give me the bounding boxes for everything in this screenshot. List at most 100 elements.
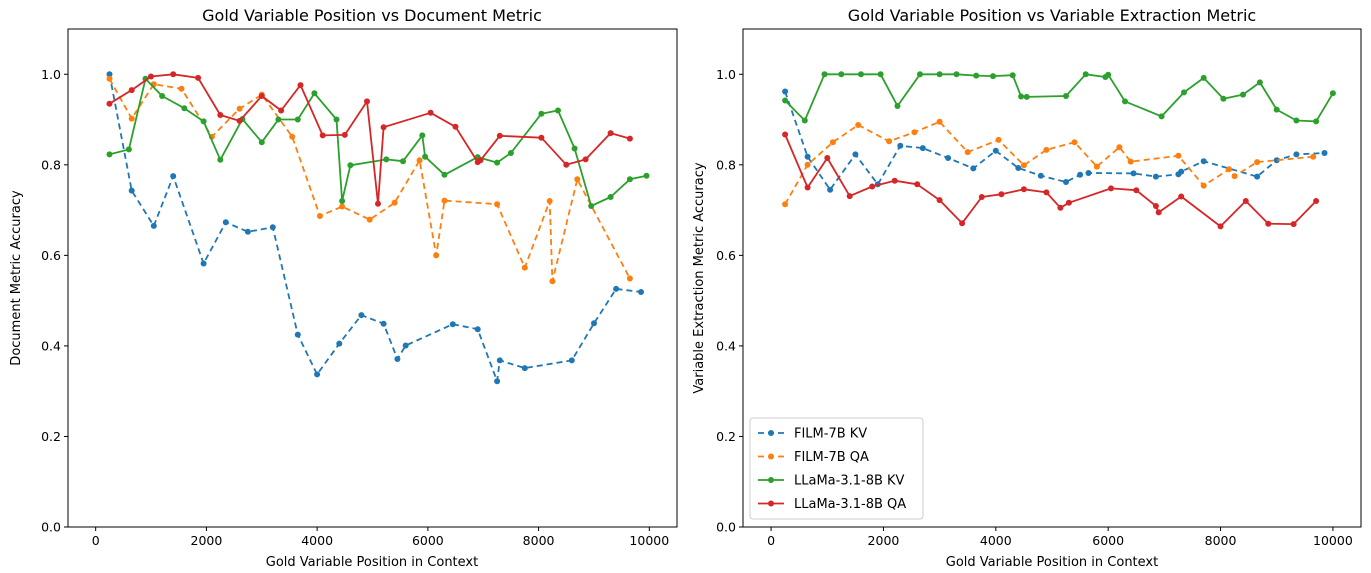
y-tick-label: 0.0 bbox=[716, 520, 736, 535]
data-point bbox=[521, 365, 528, 372]
data-point bbox=[217, 156, 224, 163]
data-point bbox=[289, 133, 296, 140]
data-point bbox=[195, 74, 202, 81]
data-point bbox=[106, 100, 113, 107]
x-tick-label: 10000 bbox=[1313, 533, 1353, 548]
data-point bbox=[1020, 162, 1027, 169]
data-point bbox=[416, 157, 423, 164]
data-point bbox=[588, 203, 595, 209]
data-point bbox=[1256, 79, 1263, 86]
data-point bbox=[891, 177, 898, 184]
data-point bbox=[1063, 179, 1069, 185]
data-point bbox=[804, 153, 811, 160]
y-tick-label: 0.0 bbox=[41, 520, 61, 535]
data-point bbox=[953, 71, 960, 78]
data-point bbox=[1152, 173, 1159, 180]
data-point bbox=[200, 260, 207, 267]
data-point bbox=[894, 103, 901, 109]
data-point bbox=[1020, 186, 1027, 193]
data-point bbox=[1105, 71, 1112, 78]
plot-area bbox=[782, 71, 1336, 230]
y-tick-label: 0.2 bbox=[716, 429, 736, 444]
data-point bbox=[427, 109, 434, 116]
data-point bbox=[1155, 209, 1162, 216]
data-point bbox=[419, 132, 426, 139]
data-point bbox=[936, 71, 943, 78]
data-point bbox=[607, 130, 614, 137]
data-point bbox=[568, 357, 575, 364]
x-tick-label: 8000 bbox=[523, 533, 555, 548]
legend-marker bbox=[768, 500, 774, 507]
x-axis-label: Gold Variable Position in Context bbox=[266, 555, 478, 570]
data-point bbox=[441, 171, 448, 178]
plot-area bbox=[106, 71, 650, 385]
data-point bbox=[128, 87, 135, 94]
data-point bbox=[1063, 93, 1069, 99]
data-point bbox=[992, 147, 999, 154]
x-tick-label: 0 bbox=[92, 533, 100, 548]
data-point bbox=[877, 71, 884, 78]
legend-label: FILM-7B QA bbox=[794, 450, 869, 465]
data-point bbox=[1254, 173, 1261, 180]
data-point bbox=[1240, 91, 1246, 98]
data-point bbox=[546, 198, 553, 204]
series-line-0 bbox=[784, 91, 1325, 191]
data-point bbox=[538, 110, 545, 117]
data-point bbox=[1018, 93, 1025, 100]
y-tick-label: 0.4 bbox=[41, 338, 61, 353]
data-point bbox=[855, 122, 862, 128]
data-point bbox=[400, 158, 406, 165]
legend-item: FILM-7B QA bbox=[758, 450, 869, 465]
plot-frame bbox=[67, 28, 678, 528]
data-point bbox=[858, 71, 864, 78]
data-point bbox=[402, 342, 409, 349]
data-point bbox=[336, 340, 343, 347]
data-point bbox=[1133, 187, 1140, 194]
data-point bbox=[821, 71, 828, 78]
data-point bbox=[341, 131, 348, 138]
data-point bbox=[936, 118, 943, 125]
y-tick-label: 1.0 bbox=[716, 67, 736, 82]
data-point bbox=[178, 85, 185, 92]
data-point bbox=[339, 203, 346, 210]
data-point bbox=[244, 228, 251, 235]
legend-label: LLaMa-3.1-8B KV bbox=[794, 474, 905, 489]
data-point bbox=[911, 129, 918, 136]
data-point bbox=[106, 71, 113, 78]
data-point bbox=[1158, 113, 1165, 120]
plot-frame bbox=[742, 28, 1362, 528]
y-axis-label: Variable Extraction Metric Accuracy bbox=[692, 162, 707, 393]
data-point bbox=[294, 331, 301, 338]
data-point bbox=[1226, 166, 1232, 173]
data-point bbox=[339, 198, 346, 204]
series-line-0 bbox=[108, 74, 642, 383]
data-point bbox=[824, 155, 831, 161]
data-point bbox=[1043, 146, 1050, 153]
y-tick-label: 0.2 bbox=[41, 429, 61, 444]
data-point bbox=[380, 320, 387, 327]
data-point bbox=[181, 105, 188, 112]
data-point bbox=[106, 75, 113, 82]
data-point bbox=[200, 118, 207, 125]
data-point bbox=[347, 162, 354, 169]
data-point bbox=[474, 326, 481, 333]
chart-title: Gold Variable Position vs Document Metri… bbox=[202, 6, 542, 25]
data-point bbox=[782, 88, 789, 95]
data-point bbox=[574, 176, 581, 183]
y-tick-label: 0.6 bbox=[41, 248, 61, 263]
data-point bbox=[1200, 158, 1207, 165]
data-point bbox=[591, 320, 597, 327]
data-point bbox=[1265, 220, 1272, 227]
x-tick-label: 2000 bbox=[868, 533, 900, 548]
data-point bbox=[1065, 199, 1072, 206]
data-point bbox=[333, 116, 340, 123]
data-point bbox=[782, 201, 789, 208]
x-tick-label: 4000 bbox=[980, 533, 1012, 548]
data-point bbox=[626, 176, 633, 183]
data-point bbox=[1242, 198, 1249, 204]
data-point bbox=[477, 157, 484, 164]
data-point bbox=[1178, 168, 1185, 175]
data-point bbox=[827, 186, 834, 193]
data-point bbox=[914, 181, 921, 188]
data-point bbox=[1015, 165, 1022, 171]
